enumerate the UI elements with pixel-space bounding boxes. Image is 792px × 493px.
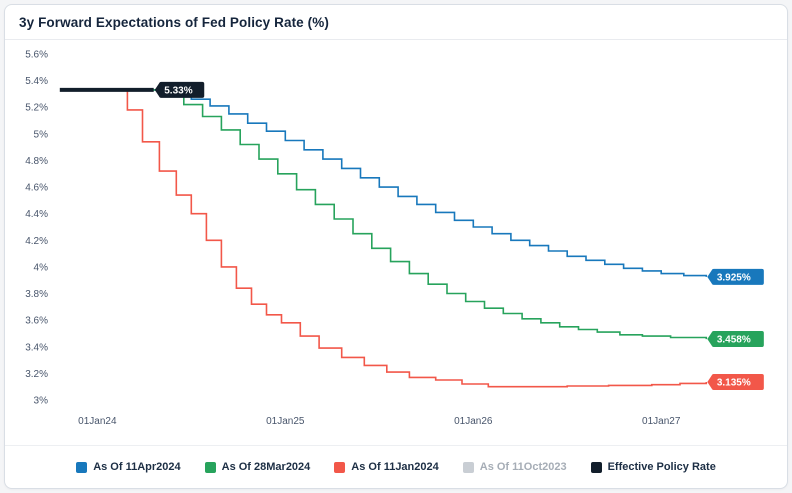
series-line <box>150 89 708 277</box>
legend-item[interactable]: Effective Policy Rate <box>590 461 716 473</box>
y-tick-label: 4.6% <box>25 183 48 194</box>
last-value-tag: 3.135% <box>707 374 764 391</box>
last-value-tag: 3.925% <box>707 268 764 285</box>
last-value-tag: 3.458% <box>707 331 764 348</box>
chart-area: 3% 3.2% 3.4% 3.6% 3.8% 4% 4.2% 4.4% 4.6% 4.8% 5% 5.… <box>5 40 787 445</box>
chart-canvas: 3% 3.2% 3.4% 3.6% 3.8% 4% 4.2% 4.4% 4.6% 4.8% 5% 5.… <box>25 50 764 427</box>
legend: As Of 11Apr2024 As Of 28Mar2024 As Of 11Ja… <box>5 445 787 488</box>
y-tick-label: 3% <box>34 396 49 407</box>
legend-swatch-icon <box>334 461 346 473</box>
legend-label: Effective Policy Rate <box>607 461 716 473</box>
legend-item[interactable]: As Of 11Jan2024 <box>334 461 439 473</box>
legend-swatch-icon <box>204 461 216 473</box>
x-tick-label: 01Jan25 <box>266 416 305 427</box>
last-value-tag: 5.33% <box>154 81 205 98</box>
y-tick-label: 3.4% <box>25 342 48 353</box>
chart-title: 3y Forward Expectations of Fed Policy Ra… <box>19 15 329 30</box>
tag-arrow-icon <box>707 331 713 347</box>
tag-label: 3.458% <box>717 335 751 346</box>
series-line <box>103 89 708 388</box>
tag-arrow-icon <box>154 82 160 98</box>
legend-item[interactable]: As Of 11Oct2023 <box>462 461 567 473</box>
tag-box <box>159 81 205 98</box>
legend-swatch-icon <box>462 461 474 473</box>
y-tick-label: 4.4% <box>25 209 48 220</box>
chart-card: 3y Forward Expectations of Fed Policy Ra… <box>4 4 788 489</box>
legend-label: As Of 11Apr2024 <box>93 461 181 473</box>
x-tick-label: 01Jan26 <box>454 416 493 427</box>
y-tick-label: 3.2% <box>25 369 48 380</box>
y-tick-label: 4% <box>34 262 49 273</box>
series-line <box>142 89 708 340</box>
x-tick-label: 01Jan27 <box>642 416 681 427</box>
y-tick-label: 5.4% <box>25 76 48 87</box>
tag-label: 5.33% <box>164 85 192 96</box>
x-tick-label: 01Jan24 <box>78 416 117 427</box>
legend-item[interactable]: As Of 11Apr2024 <box>76 461 181 473</box>
chart-header: 3y Forward Expectations of Fed Policy Ra… <box>5 5 787 40</box>
y-tick-label: 4.2% <box>25 236 48 247</box>
legend-label: As Of 28Mar2024 <box>221 461 311 473</box>
tag-box <box>711 374 764 391</box>
y-tick-label: 5.2% <box>25 103 48 114</box>
legend-swatch-icon <box>76 461 88 473</box>
y-tick-label: 3.8% <box>25 289 48 300</box>
tag-label: 3.925% <box>717 272 751 283</box>
legend-label: As Of 11Oct2023 <box>479 461 567 473</box>
tag-arrow-icon <box>707 269 713 285</box>
y-tick-label: 5.6% <box>25 50 48 61</box>
tag-label: 3.135% <box>717 378 751 389</box>
tag-box <box>711 268 764 285</box>
legend-item[interactable]: As Of 28Mar2024 <box>204 461 311 473</box>
tag-box <box>711 331 764 348</box>
tag-arrow-icon <box>707 374 713 390</box>
y-tick-label: 3.6% <box>25 316 48 327</box>
legend-label: As Of 11Jan2024 <box>351 461 439 473</box>
legend-swatch-icon <box>590 461 602 473</box>
y-tick-label: 5% <box>34 129 49 140</box>
y-tick-label: 4.8% <box>25 156 48 167</box>
